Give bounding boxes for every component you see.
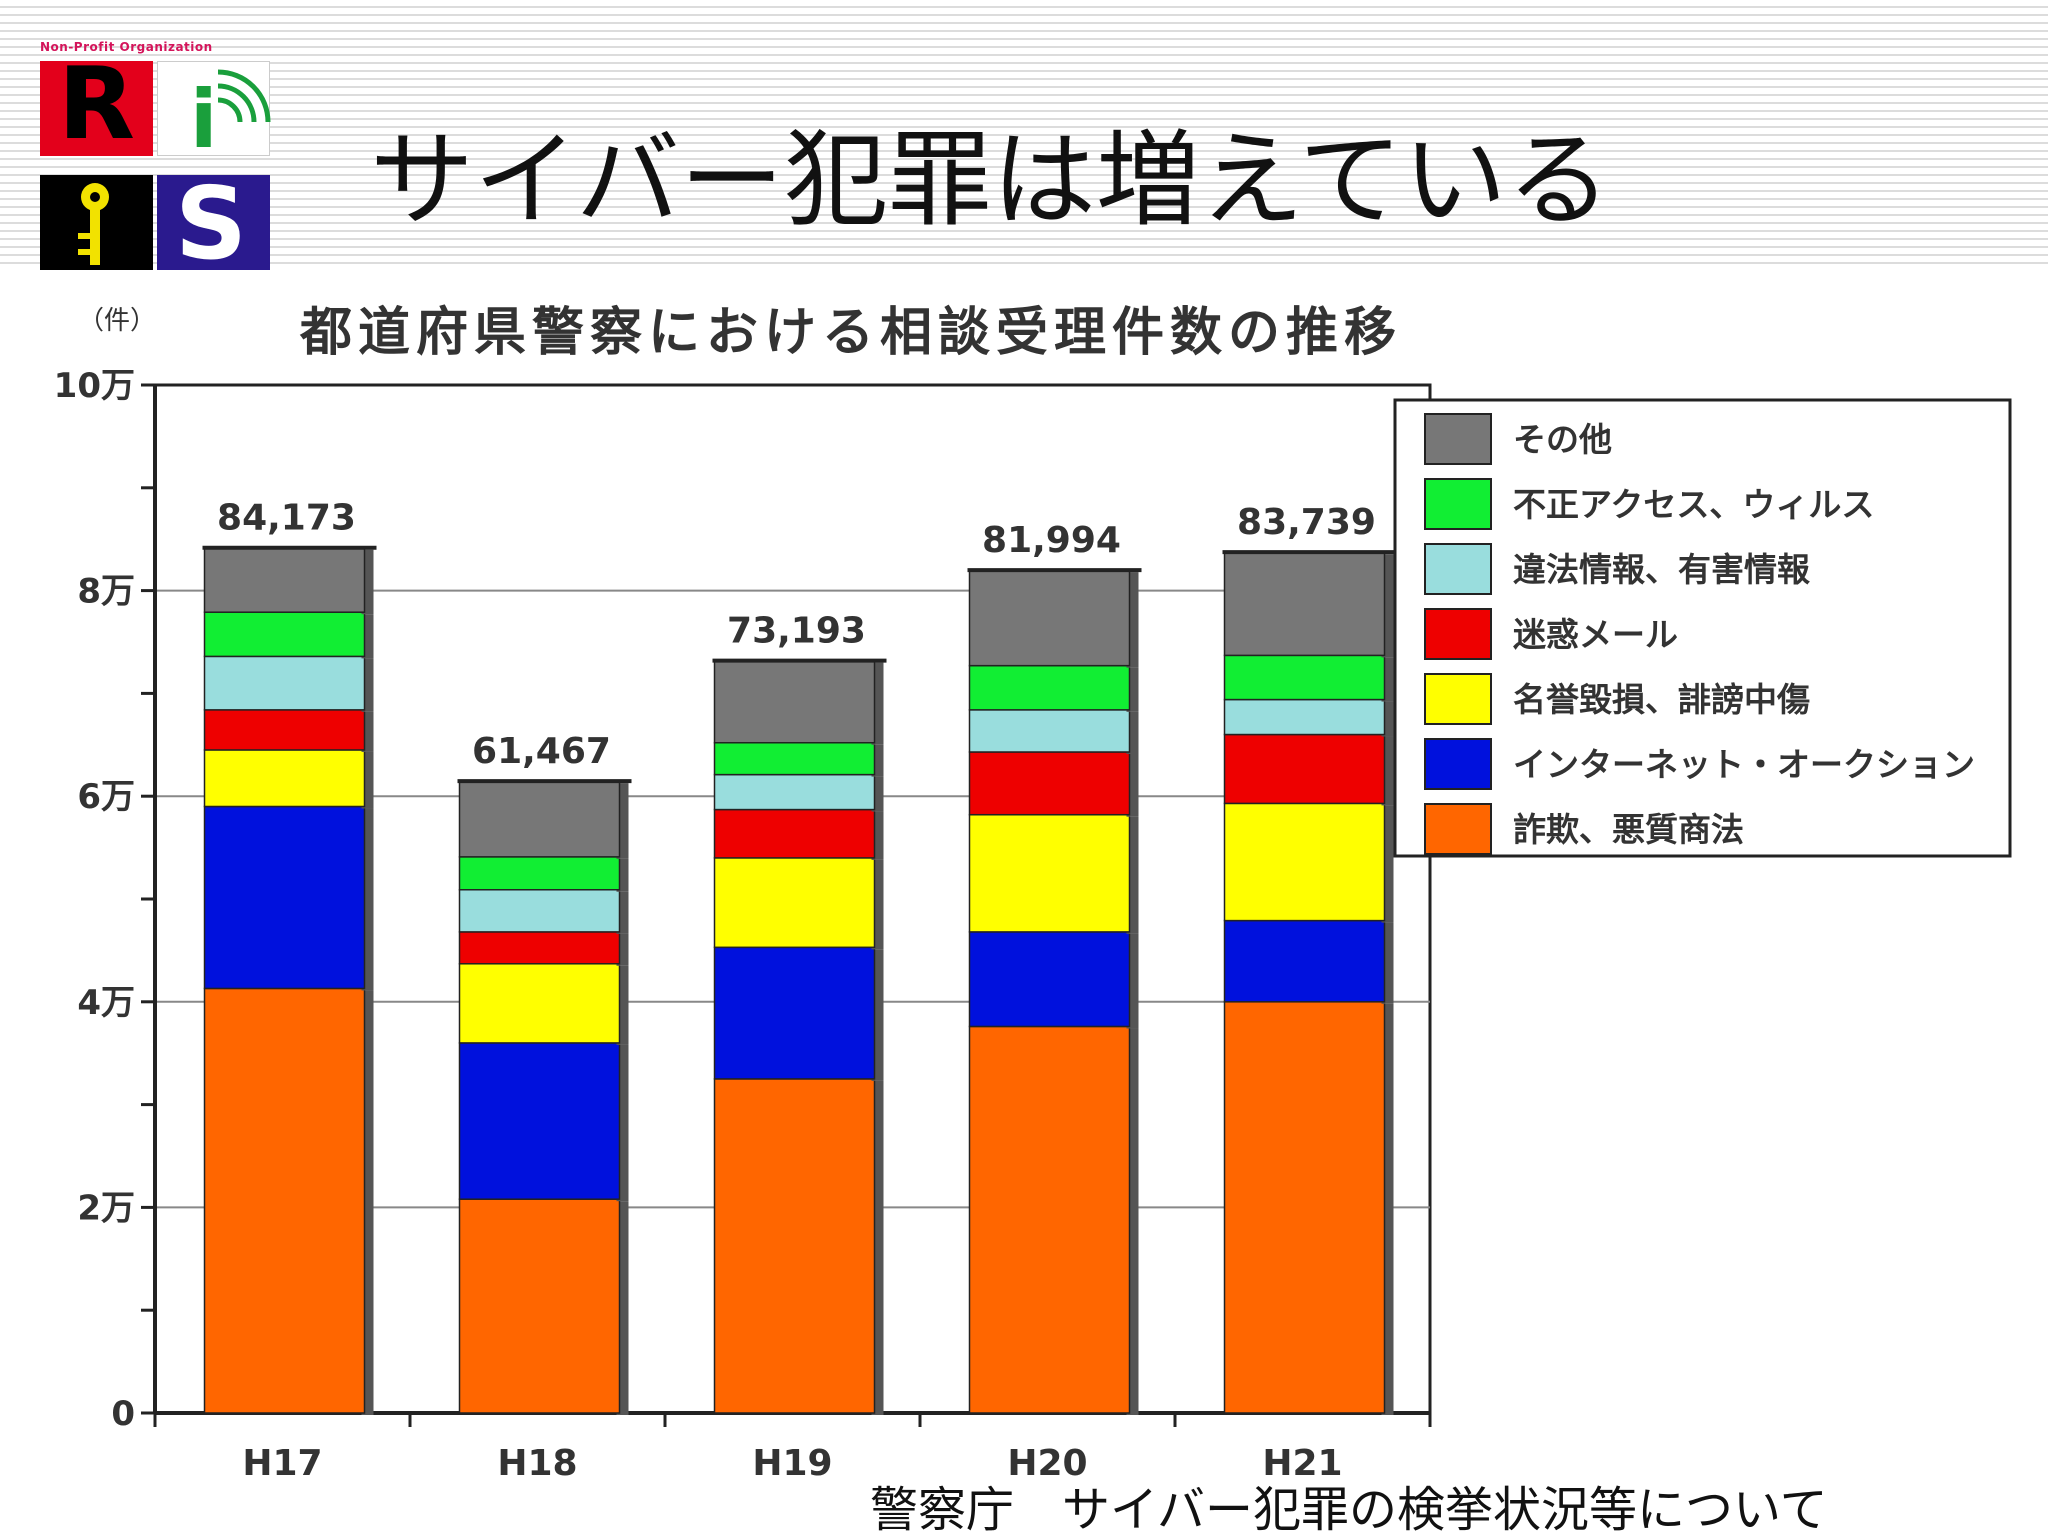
legend-swatch-5 xyxy=(1424,738,1492,790)
bar-segment-H21-0 xyxy=(1223,1001,1386,1414)
bar-segment-H21-1 xyxy=(1223,919,1386,1003)
bar-segment-H19-6 xyxy=(713,659,876,744)
bar-segment-H19-2 xyxy=(713,857,876,949)
legend-label-4: 名誉毀損、誹謗中傷 xyxy=(1513,680,1810,719)
total-label-H21: 83,739 xyxy=(1237,502,1376,543)
bar-segment-H17-0 xyxy=(203,987,366,1414)
bar-segment-H19-4 xyxy=(713,773,876,811)
bar-segment-H18-6 xyxy=(458,780,621,858)
bar-segment-H17-6 xyxy=(203,546,366,613)
bar-segment-H19-5 xyxy=(713,741,876,776)
y-tick-label-4: 8万 xyxy=(77,572,135,612)
total-label-H17: 84,173 xyxy=(217,498,356,539)
total-label-H20: 81,994 xyxy=(982,520,1121,561)
x-tick-label-H18: H18 xyxy=(497,1443,577,1484)
bar-segment-H18-0 xyxy=(458,1198,621,1414)
legend-label-3: 迷惑メール xyxy=(1513,615,1678,654)
bar-segment-H17-3 xyxy=(203,709,366,751)
y-tick-label-1: 2万 xyxy=(77,1188,135,1228)
chart-title: 都道府県警察における相談受理件数の推移 xyxy=(300,303,1403,363)
legend-swatch-0 xyxy=(1424,413,1492,465)
legend-label-2: 違法情報、有害情報 xyxy=(1513,550,1810,589)
logo-quadrant-red xyxy=(40,61,153,156)
legend-swatch-1 xyxy=(1424,478,1492,530)
legend-swatch-6 xyxy=(1424,803,1492,855)
total-label-H18: 61,467 xyxy=(472,731,611,772)
ris-logo: Non-Profit Organization R i S xyxy=(40,40,271,274)
legend-label-1: 不正アクセス、ウィルス xyxy=(1513,485,1874,524)
bar-segment-H19-3 xyxy=(713,808,876,859)
bar-segment-H17-1 xyxy=(203,805,366,990)
logo-letter-i: i xyxy=(190,73,218,166)
x-tick-label-H19: H19 xyxy=(752,1443,832,1484)
bar-segment-H21-4 xyxy=(1223,698,1386,736)
bar-segment-H20-2 xyxy=(968,813,1131,933)
bar-segment-H19-0 xyxy=(713,1078,876,1414)
bar-segment-H18-5 xyxy=(458,856,621,891)
legend-label-6: 詐欺、悪質商法 xyxy=(1513,810,1744,849)
y-tick-label-2: 4万 xyxy=(77,983,135,1023)
bar-segment-H19-1 xyxy=(713,946,876,1080)
bar-segment-H20-3 xyxy=(968,751,1131,816)
y-tick-label-0: 0 xyxy=(111,1394,135,1434)
bar-segment-H18-3 xyxy=(458,931,621,965)
bar-segment-H17-2 xyxy=(203,749,366,808)
logo-quadrant-white xyxy=(157,61,271,156)
logo-letter-r: R xyxy=(58,45,136,162)
wifi-signal-icon xyxy=(217,69,271,123)
legend-box xyxy=(1393,398,2012,858)
bar-segment-H20-1 xyxy=(968,931,1131,1028)
bar-segment-H20-0 xyxy=(968,1025,1131,1414)
legend-label-5: インターネット・オークション xyxy=(1513,745,1975,784)
header-stripes xyxy=(0,0,2048,270)
legend-swatch-4 xyxy=(1424,673,1492,725)
x-tick-label-H21: H21 xyxy=(1262,1443,1342,1484)
key-icon xyxy=(78,183,109,265)
bar-segment-H21-2 xyxy=(1223,802,1386,922)
logo-letter-s: S xyxy=(175,165,248,282)
x-tick-label-H20: H20 xyxy=(1007,1443,1087,1484)
bar-segment-H18-2 xyxy=(458,963,621,1044)
bar-segment-H21-3 xyxy=(1223,733,1386,805)
bar-segment-H21-5 xyxy=(1223,654,1386,701)
legend-swatch-3 xyxy=(1424,608,1492,660)
legend-label-0: その他 xyxy=(1513,420,1612,459)
bar-segment-H17-5 xyxy=(203,611,366,658)
y-tick-label-5: 10万 xyxy=(54,366,135,406)
bar-segment-H18-1 xyxy=(458,1042,621,1200)
bar-segment-H20-4 xyxy=(968,709,1131,753)
legend-swatch-2 xyxy=(1424,543,1492,595)
bar-segment-H18-4 xyxy=(458,888,621,933)
bar-segment-H20-6 xyxy=(968,569,1131,667)
x-tick-label-H17: H17 xyxy=(242,1443,322,1484)
logo-quadrant-black xyxy=(40,175,153,270)
bar-segment-H21-6 xyxy=(1223,551,1386,657)
y-tick-label-3: 6万 xyxy=(77,777,135,817)
logo-caption: Non-Profit Organization xyxy=(40,40,213,54)
slide-title: サイバー犯罪は増えている xyxy=(370,119,1611,241)
bar-segment-H17-4 xyxy=(203,655,366,711)
total-label-H19: 73,193 xyxy=(727,611,866,652)
source-citation: 警察庁 サイバー犯罪の検挙状況等について xyxy=(870,1482,1828,1538)
y-axis-unit: （件） xyxy=(78,306,157,336)
logo-quadrant-navy xyxy=(157,175,270,270)
bar-segment-H20-5 xyxy=(968,664,1131,711)
